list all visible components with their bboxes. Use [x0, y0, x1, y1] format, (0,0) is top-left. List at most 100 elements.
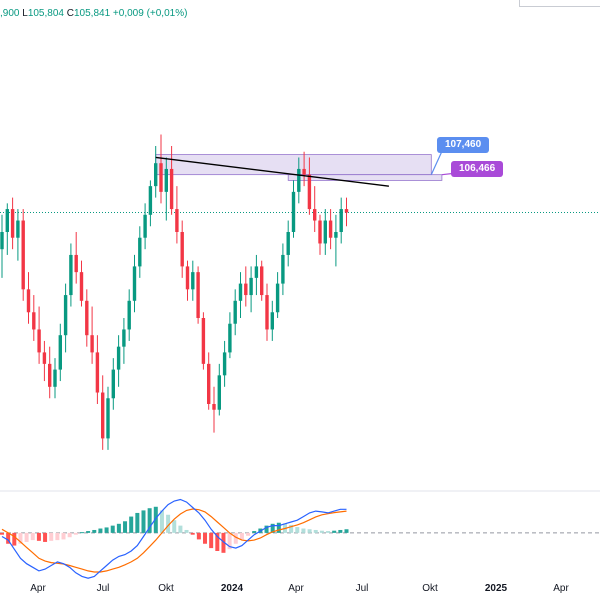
candle [106, 386, 110, 450]
candle-body [164, 168, 168, 192]
candle-body [143, 214, 147, 238]
x-axis-label: Apr [288, 583, 304, 594]
candle-body [10, 209, 15, 238]
macd-signal-line [1, 508, 347, 573]
macd-histogram-bar [209, 532, 214, 549]
macd-histogram-bar [61, 532, 66, 540]
candle [222, 340, 227, 387]
candle [159, 134, 163, 204]
macd-histogram-bar [79, 532, 84, 534]
macd-histogram-bar [43, 532, 48, 542]
candle [244, 266, 248, 307]
ohlc-close-value: 105,841 [73, 8, 111, 19]
candle [58, 323, 62, 382]
candle-body [58, 335, 62, 370]
macd-histogram-bar [227, 532, 232, 550]
macd-histogram-bar [147, 508, 152, 533]
ohlc-close-key: C [66, 8, 74, 19]
macd-histogram-bar [30, 532, 35, 541]
macd-histogram-bar [326, 531, 331, 533]
candle-body [334, 232, 338, 238]
candle-body [297, 168, 301, 192]
candle [21, 209, 25, 301]
candle-body [175, 209, 179, 232]
macd-histogram-bar [239, 532, 244, 540]
macd-histogram-bar [49, 532, 54, 541]
ohlc-change: +0,009 (+0,01%) [112, 8, 188, 19]
candle [191, 260, 195, 301]
candle [328, 209, 333, 250]
candle-body [217, 375, 221, 410]
macd-histogram-bar [24, 532, 29, 542]
resistance-zone-lower [287, 174, 443, 181]
macd-histogram-bar [301, 528, 306, 533]
price-label-107-460[interactable]: 107,460 [437, 137, 490, 153]
macd-histogram-bar [264, 525, 269, 533]
macd-histogram-bar [86, 531, 91, 533]
candle [138, 226, 142, 278]
candle-body [127, 300, 131, 330]
candle-body [328, 220, 333, 238]
macd-histogram-bar [6, 532, 11, 544]
candle [180, 220, 184, 278]
candle-body [148, 186, 153, 215]
macd-histogram-bar [289, 524, 294, 533]
candle [37, 306, 41, 364]
candle-body [344, 209, 349, 213]
macd-histogram-bar [215, 532, 220, 551]
x-axis-label: 2024 [220, 583, 244, 594]
candle [48, 346, 52, 399]
candle-body [249, 277, 253, 296]
candle [207, 352, 211, 410]
ohlc-low-value: 105,804 [27, 8, 64, 19]
candle-body [122, 329, 126, 347]
candle [63, 283, 68, 353]
candle [10, 197, 15, 250]
price-label-106-466[interactable]: 106,466 [451, 161, 504, 177]
candle [90, 306, 94, 364]
candle-body [63, 295, 68, 336]
candle [0, 214, 4, 278]
price-label-connector [430, 148, 444, 175]
candle [291, 180, 296, 238]
macd-pane[interactable] [0, 498, 600, 579]
candle-body [85, 300, 89, 336]
macd-histogram-bar [135, 512, 140, 533]
resistance-zone [155, 154, 432, 176]
candle [143, 203, 147, 250]
macd-histogram-bar [166, 514, 171, 533]
macd-histogram-bar [246, 532, 251, 536]
candle-body [53, 369, 57, 387]
macd-histogram-bar [18, 532, 23, 544]
candle [233, 289, 237, 336]
macd-histogram-bar [307, 529, 312, 533]
candle [281, 243, 285, 296]
candle-body [281, 254, 285, 284]
x-axis-label: Jul [96, 583, 110, 594]
candle-body [228, 323, 232, 353]
candle-body [339, 209, 343, 232]
candle-body [238, 283, 243, 301]
macd-histogram-bar [0, 532, 4, 535]
macd-histogram-bar [116, 523, 121, 533]
candle-body [69, 254, 73, 296]
price-pane[interactable] [0, 134, 600, 450]
macd-histogram-bar [159, 510, 164, 533]
candle [148, 180, 153, 227]
candle [201, 312, 206, 370]
candle-body [95, 352, 100, 393]
candle-body [265, 295, 269, 330]
candle-body [101, 392, 105, 439]
candle-body [138, 237, 142, 267]
candle [302, 151, 306, 187]
x-axis-label: Apr [553, 583, 569, 594]
candle-body [42, 352, 47, 364]
candle-body [0, 232, 4, 250]
candle [344, 197, 349, 227]
candle-body [116, 346, 121, 370]
candle [42, 340, 47, 382]
candle [270, 300, 274, 341]
macd-histogram-bar [332, 530, 337, 533]
macd-histogram-bar [141, 510, 146, 533]
